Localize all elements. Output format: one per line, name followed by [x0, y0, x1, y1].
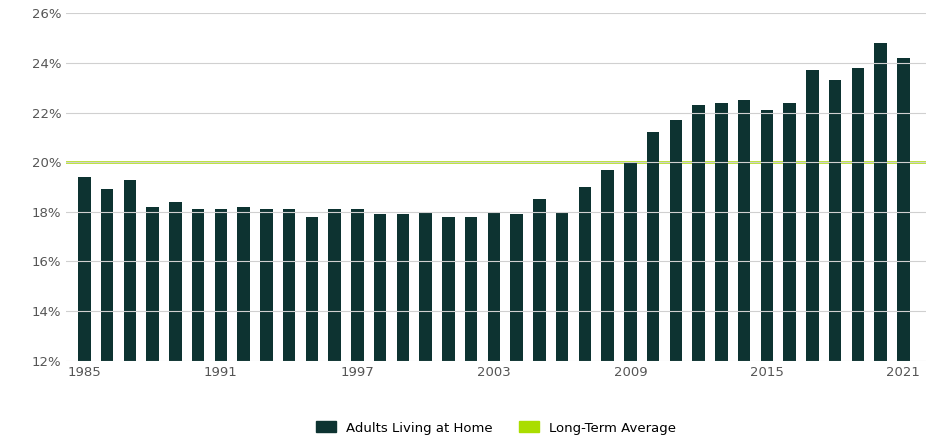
Bar	[192, 209, 204, 440]
Bar	[442, 217, 454, 440]
Bar	[214, 209, 227, 440]
Bar	[760, 110, 772, 440]
Bar	[851, 68, 863, 440]
Bar	[600, 170, 614, 440]
Bar	[532, 199, 545, 440]
Bar	[260, 209, 272, 440]
Bar	[783, 103, 795, 440]
Bar	[510, 214, 522, 440]
Bar	[374, 214, 386, 440]
Bar	[78, 177, 91, 440]
Bar	[896, 58, 909, 440]
Bar	[282, 209, 295, 440]
Bar	[828, 80, 840, 440]
Bar	[351, 209, 363, 440]
Bar	[623, 162, 636, 440]
Bar	[873, 43, 885, 440]
Bar	[555, 212, 567, 440]
Bar	[146, 207, 159, 440]
Bar	[237, 207, 249, 440]
Bar	[464, 217, 477, 440]
Bar	[692, 105, 704, 440]
Bar	[646, 132, 659, 440]
Bar	[101, 190, 113, 440]
Bar	[805, 70, 818, 440]
Bar	[669, 120, 682, 440]
Legend: Adults Living at Home, Long-Term Average: Adults Living at Home, Long-Term Average	[309, 415, 683, 440]
Bar	[169, 202, 181, 440]
Bar	[328, 209, 341, 440]
Bar	[737, 100, 750, 440]
Bar	[305, 217, 318, 440]
Bar	[396, 214, 409, 440]
Bar	[715, 103, 727, 440]
Bar	[419, 212, 431, 440]
Bar	[124, 180, 136, 440]
Bar	[487, 212, 499, 440]
Bar	[578, 187, 591, 440]
